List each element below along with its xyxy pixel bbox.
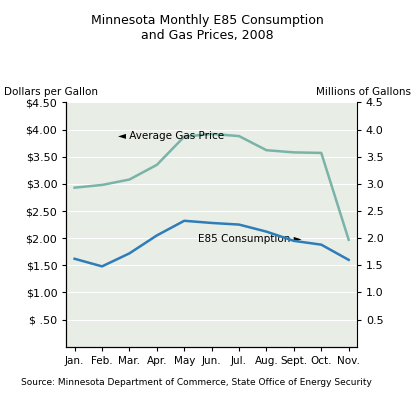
Text: E85 Consumption ►: E85 Consumption ► [198,234,302,244]
Text: ◄ Average Gas Price: ◄ Average Gas Price [118,131,225,141]
Text: Millions of Gallons: Millions of Gallons [316,87,411,97]
Text: Dollars per Gallon: Dollars per Gallon [4,87,98,97]
Text: Source: Minnesota Department of Commerce, State Office of Energy Security: Source: Minnesota Department of Commerce… [21,378,371,387]
Text: Minnesota Monthly E85 Consumption
and Gas Prices, 2008: Minnesota Monthly E85 Consumption and Ga… [91,14,324,42]
